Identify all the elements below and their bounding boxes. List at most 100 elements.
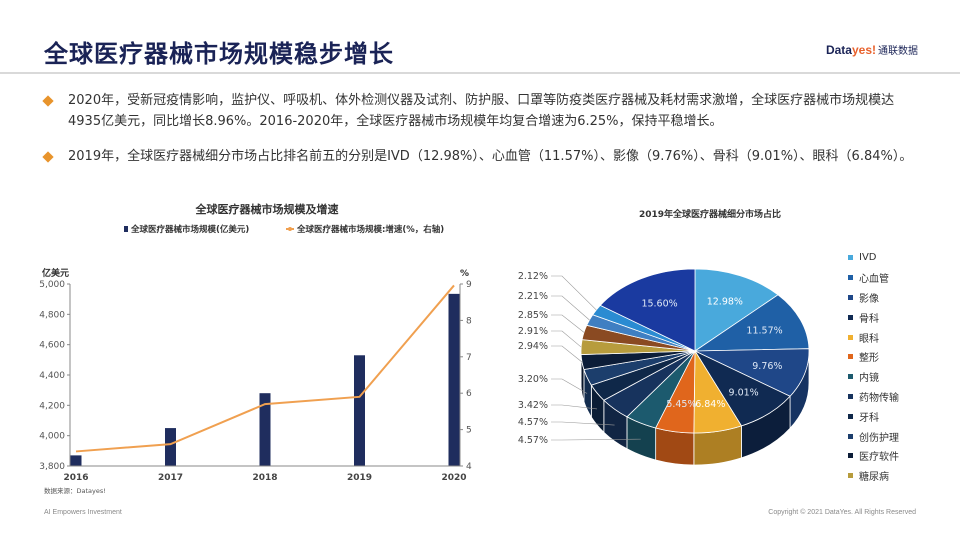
pie-leader-line [551, 275, 597, 311]
legend-label: 影像 [859, 293, 879, 305]
pie-value-label: 2.91% [518, 326, 548, 337]
bullet-point-2: 2019年，全球医疗器械细分市场占比排名前五的分别是IVD（12.98%）、心血… [42, 146, 924, 167]
pie-value-label: 15.60% [641, 298, 677, 309]
legend-label: 药物传输 [859, 392, 899, 404]
brand-logo-part2: yes! [851, 43, 876, 57]
legend-swatch [848, 453, 853, 459]
y2-axis-tick-label: 6 [466, 389, 472, 399]
chart-title: 全球医疗器械市场规模及增速 [195, 202, 339, 216]
pie-side-5 [655, 427, 695, 466]
pie-value-label: 5.45% [666, 399, 696, 410]
pie-value-label: 6.84% [695, 399, 725, 410]
pie-value-label: 9.76% [752, 361, 782, 372]
y2-axis-tick-label: 8 [466, 316, 472, 326]
pie-slice-心血管 [693, 294, 810, 352]
legend-label: 眼科 [859, 333, 879, 345]
y-axis-tick-label: 3,800 [39, 462, 65, 472]
growth-rate-line [75, 284, 455, 453]
legend-swatch [848, 413, 853, 419]
pie-value-label: 4.57% [518, 435, 548, 446]
bar-2018 [259, 393, 271, 466]
pie-legend-item: 牙科 [848, 406, 899, 426]
pie-leader-line [551, 404, 598, 410]
pie-legend-item: 心血管 [848, 268, 899, 288]
pie-legend-item: 医疗软件 [848, 446, 899, 466]
pie-value-label: 3.20% [518, 374, 548, 385]
legend-label: 骨科 [859, 313, 879, 325]
legend-bar-label: 全球医疗器械市场规模(亿美元) [130, 224, 249, 235]
legend-bar-swatch [124, 226, 128, 232]
y2-axis-tick-label: 4 [466, 462, 472, 472]
pie-legend-item: 眼科 [848, 327, 899, 347]
brand-logo-part1: Data [825, 43, 852, 57]
brand-logo: Datayes! 通联数据 [826, 42, 918, 57]
pie-value-label: 2.12% [518, 271, 548, 282]
chart-source-note: 数据来源：Datayes! [44, 486, 106, 495]
legend-swatch [848, 393, 853, 399]
y2-axis-tick-label: 7 [466, 353, 472, 363]
y-axis-tick-label: 4,400 [39, 371, 65, 381]
y2-axis-tick-label: 9 [466, 280, 472, 290]
legend-label: 心血管 [859, 274, 889, 286]
pie-leader-line [551, 345, 583, 363]
pie-leader-line [551, 295, 590, 321]
pie-value-label: 4.57% [518, 417, 548, 428]
x-axis-label-2018: 2018 [252, 473, 277, 483]
legend-line-label: 全球医疗器械市场规模:增速(%，右轴) [296, 224, 444, 235]
brand-logo-part3: 通联数据 [878, 46, 918, 57]
bullet-text-2: 2019年，全球医疗器械细分市场占比排名前五的分别是IVD（12.98%）、心血… [68, 149, 913, 164]
pie-legend-item: 骨科 [848, 307, 899, 327]
bar-2020 [448, 293, 460, 466]
footer-copyright: Copyright © 2021 DataYes. All Rights Res… [768, 509, 916, 516]
pie-value-label: 11.57% [746, 325, 782, 336]
bullet-diamond-icon [42, 151, 54, 163]
x-axis-label-2016: 2016 [63, 473, 88, 483]
legend-label: 内镜 [859, 373, 879, 385]
x-axis-label-2019: 2019 [347, 473, 372, 483]
x-axis-label-2020: 2020 [441, 473, 466, 483]
legend-label: 牙科 [859, 412, 879, 424]
title-divider [0, 72, 960, 74]
bullet-text-1: 2020年，受新冠疫情影响，监护仪、呼吸机、体外检测仪器及试剂、防护服、口罩等防… [68, 93, 895, 129]
pie-value-label: 2.85% [518, 310, 548, 321]
pie-legend-item: 整形 [848, 347, 899, 367]
legend-label: IVD [859, 252, 877, 264]
page-title: 全球医疗器械市场规模稳步增长 [44, 40, 394, 68]
legend-label: 糖尿病 [859, 472, 889, 484]
pie-value-label: 12.98% [707, 296, 743, 307]
y2-axis-tick-label: 5 [466, 426, 472, 436]
legend-line-marker [288, 227, 292, 231]
pie-value-label: 9.01% [729, 387, 759, 398]
legend-label: 创伤护理 [859, 432, 899, 444]
pie-legend-item: 创伤护理 [848, 426, 899, 446]
pie-value-label: 2.21% [518, 291, 548, 302]
segment-share-pie-chart: 2019年全球医疗器械细分市场占比 12.98% 11.57% 9.76% 9.01%… [518, 208, 810, 466]
legend-swatch [848, 433, 853, 439]
pie-slice-IVD [694, 268, 779, 352]
legend-swatch [848, 294, 853, 300]
pie-legend-item: 影像 [848, 288, 899, 308]
bar-2017 [165, 428, 176, 466]
pie-leader-line [551, 330, 582, 348]
y-axis-unit-label: 亿美元 [42, 267, 69, 279]
bullet-point-1: 2020年，受新冠疫情影响，监护仪、呼吸机、体外检测仪器及试剂、防护服、口罩等防… [42, 90, 924, 132]
y-axis-tick-label: 5,000 [39, 280, 65, 290]
pie-legend-item: IVD [848, 248, 899, 268]
y-axis-tick-label: 4,200 [39, 401, 65, 411]
pie-legend-item: 内镜 [848, 367, 899, 387]
legend-swatch [848, 374, 853, 380]
legend-swatch [848, 275, 853, 281]
pie-leader-line [551, 314, 585, 333]
y-axis-tick-label: 4,000 [39, 432, 65, 442]
legend-label: 医疗软件 [859, 452, 899, 464]
pie-slice-other-15 [599, 268, 696, 352]
pie-chart-title: 2019年全球医疗器械细分市场占比 [639, 208, 781, 220]
bar-2019 [354, 355, 365, 466]
x-axis-label-2017: 2017 [158, 473, 183, 483]
legend-swatch [848, 255, 853, 261]
pie-value-label: 3.42% [518, 400, 548, 411]
pie-legend-item: 糖尿病 [848, 466, 899, 486]
market-size-chart: 全球医疗器械市场规模及增速 全球医疗器械市场规模(亿美元) 全球医疗器械市场规模… [39, 202, 472, 495]
pie-legend: IVD 心血管影像骨科眼科整形内镜药物传输牙科创伤护理医疗软件糖尿病 [848, 248, 899, 486]
legend-swatch [848, 473, 853, 479]
